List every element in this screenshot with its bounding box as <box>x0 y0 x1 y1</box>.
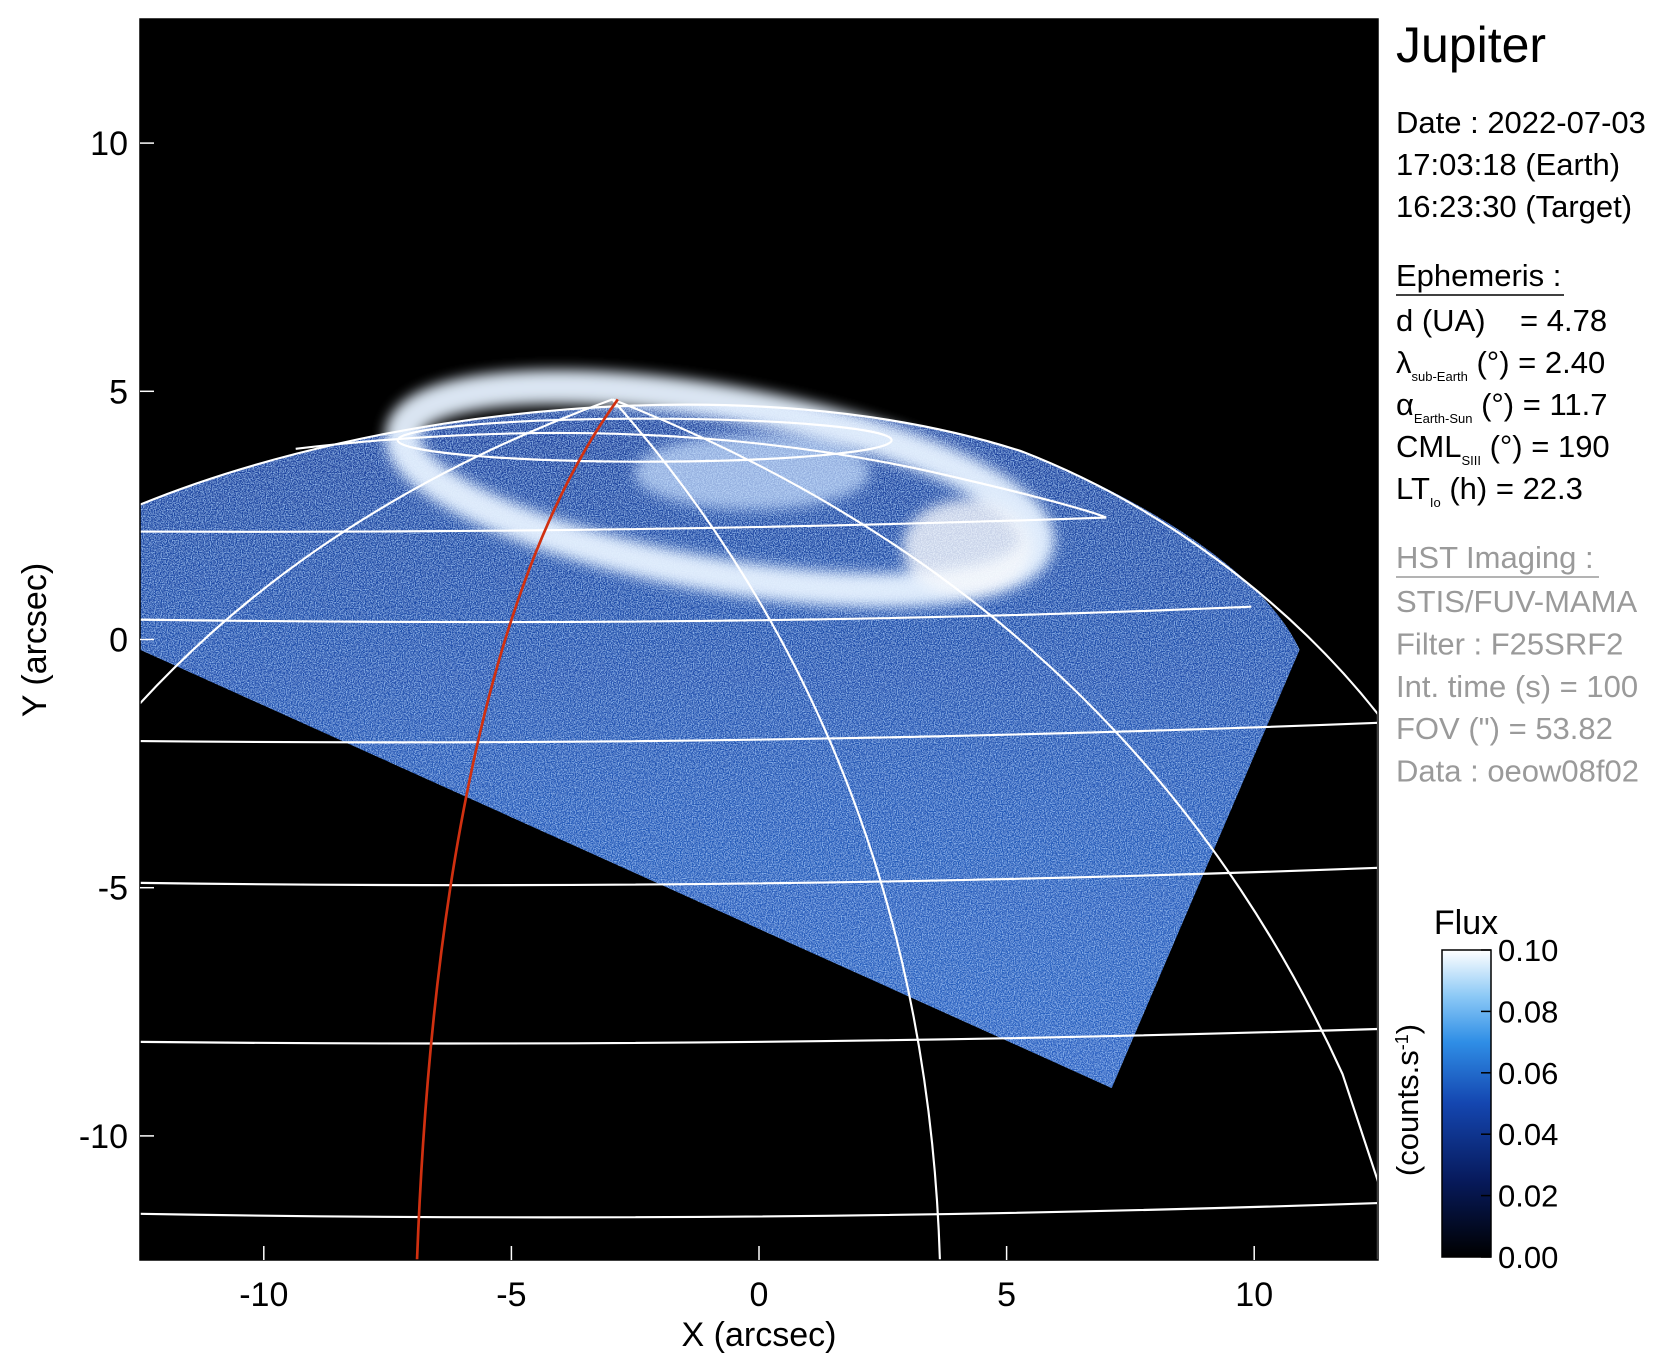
row-main: λ <box>1396 345 1412 380</box>
ephemeris-row: LTIo (h) = 22.3 <box>1396 471 1583 510</box>
y-tick-label: 10 <box>90 125 128 163</box>
imaging-line: Filter : F25SRF2 <box>1396 626 1623 661</box>
x-tick-label: 0 <box>750 1276 769 1314</box>
colorbar <box>1441 949 1492 1258</box>
row-rest: (°) = 11.7 <box>1472 387 1607 422</box>
row-sub: SIII <box>1461 453 1481 468</box>
row-rest: (h) = 22.3 <box>1441 471 1583 506</box>
row-main: CML <box>1396 429 1461 464</box>
colorbar-label: (counts.s-1) <box>1390 1024 1425 1176</box>
x-axis-label: X (arcsec) <box>682 1316 837 1354</box>
colorbar-label-end: ) <box>1390 1024 1425 1034</box>
x-tick-label: -10 <box>239 1276 288 1314</box>
ephemeris-row: λsub-Earth (°) = 2.40 <box>1396 345 1605 384</box>
row-sub: sub-Earth <box>1412 369 1468 384</box>
colorbar-title: Flux <box>1434 904 1498 942</box>
imaging-line: STIS/FUV-MAMA <box>1396 584 1637 619</box>
imaging-line: FOV (") = 53.82 <box>1396 711 1613 746</box>
ephemeris-row: CMLSIII (°) = 190 <box>1396 429 1610 468</box>
colorbar-tick-label: 0.08 <box>1498 994 1558 1029</box>
y-tick-label: -5 <box>98 870 128 908</box>
y-axis-label: Y (arcsec) <box>16 563 54 717</box>
colorbar-tick-label: 0.04 <box>1498 1117 1558 1152</box>
image <box>140 19 1378 1260</box>
colorbar-tick-label: 0.10 <box>1498 933 1558 968</box>
colorbar-label-sup: -1 <box>1392 1034 1412 1050</box>
imaging-heading: HST Imaging : <box>1396 540 1594 575</box>
colorbar-tick-label: 0.06 <box>1498 1056 1558 1091</box>
ephemeris-row: d (UA) = 4.78 <box>1396 303 1607 338</box>
imaging-line: Data : oeow08f02 <box>1396 754 1639 789</box>
row-sub: Earth-Sun <box>1414 411 1473 426</box>
y-tick-label: -10 <box>79 1118 128 1156</box>
row-main: LT <box>1396 471 1430 506</box>
row-main: d (UA) = 4.78 <box>1396 303 1607 338</box>
date-line: 16:23:30 (Target) <box>1396 189 1632 224</box>
x-tick-label: 10 <box>1235 1276 1273 1314</box>
colorbar-tick-label: 0.00 <box>1498 1240 1558 1275</box>
colorbar-label-text: (counts.s <box>1390 1050 1425 1176</box>
ephemeris-row: αEarth-Sun (°) = 11.7 <box>1396 387 1608 426</box>
panel-title: Jupiter <box>1396 17 1546 73</box>
ephemeris-heading: Ephemeris : <box>1396 258 1561 293</box>
colorbar-tick-label: 0.02 <box>1498 1179 1558 1214</box>
y-tick-label: 0 <box>109 622 128 660</box>
row-main: α <box>1396 387 1414 422</box>
x-tick-label: -5 <box>496 1276 526 1314</box>
date-line: Date : 2022-07-03 <box>1396 105 1646 140</box>
imaging-line: Int. time (s) = 100 <box>1396 669 1638 704</box>
x-tick-label: 5 <box>997 1276 1016 1314</box>
y-tick-label: 5 <box>109 373 128 411</box>
date-line: 17:03:18 (Earth) <box>1396 147 1620 182</box>
row-rest: (°) = 190 <box>1481 429 1610 464</box>
row-rest: (°) = 2.40 <box>1468 345 1605 380</box>
row-sub: Io <box>1430 495 1441 510</box>
